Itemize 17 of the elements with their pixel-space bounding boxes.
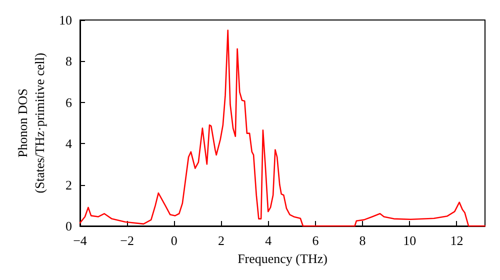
- x-tick-label: 4: [265, 233, 272, 248]
- x-tick-label: 6: [312, 233, 320, 248]
- x-tick-label: 10: [403, 233, 416, 248]
- y-axis-title: Phonon DOS (States/THz·primitive cell): [15, 52, 48, 194]
- y-tick-label: 6: [66, 94, 72, 110]
- y-tick-label: 2: [66, 177, 72, 192]
- x-tick-label: 8: [359, 233, 366, 248]
- y-tick-label: 10: [59, 12, 72, 28]
- y-tick-label: 4: [66, 136, 72, 152]
- x-tick-label: 12: [450, 233, 464, 248]
- x-tick-label: −2: [120, 233, 134, 248]
- x-tick-label: −4: [73, 233, 88, 248]
- x-tick-label: 0: [170, 233, 178, 248]
- y-tick-label: 8: [66, 54, 72, 69]
- x-axis-title: Frequency (THz): [238, 250, 328, 266]
- y-tick-label: 0: [66, 218, 72, 234]
- x-tick-label: 2: [218, 233, 225, 248]
